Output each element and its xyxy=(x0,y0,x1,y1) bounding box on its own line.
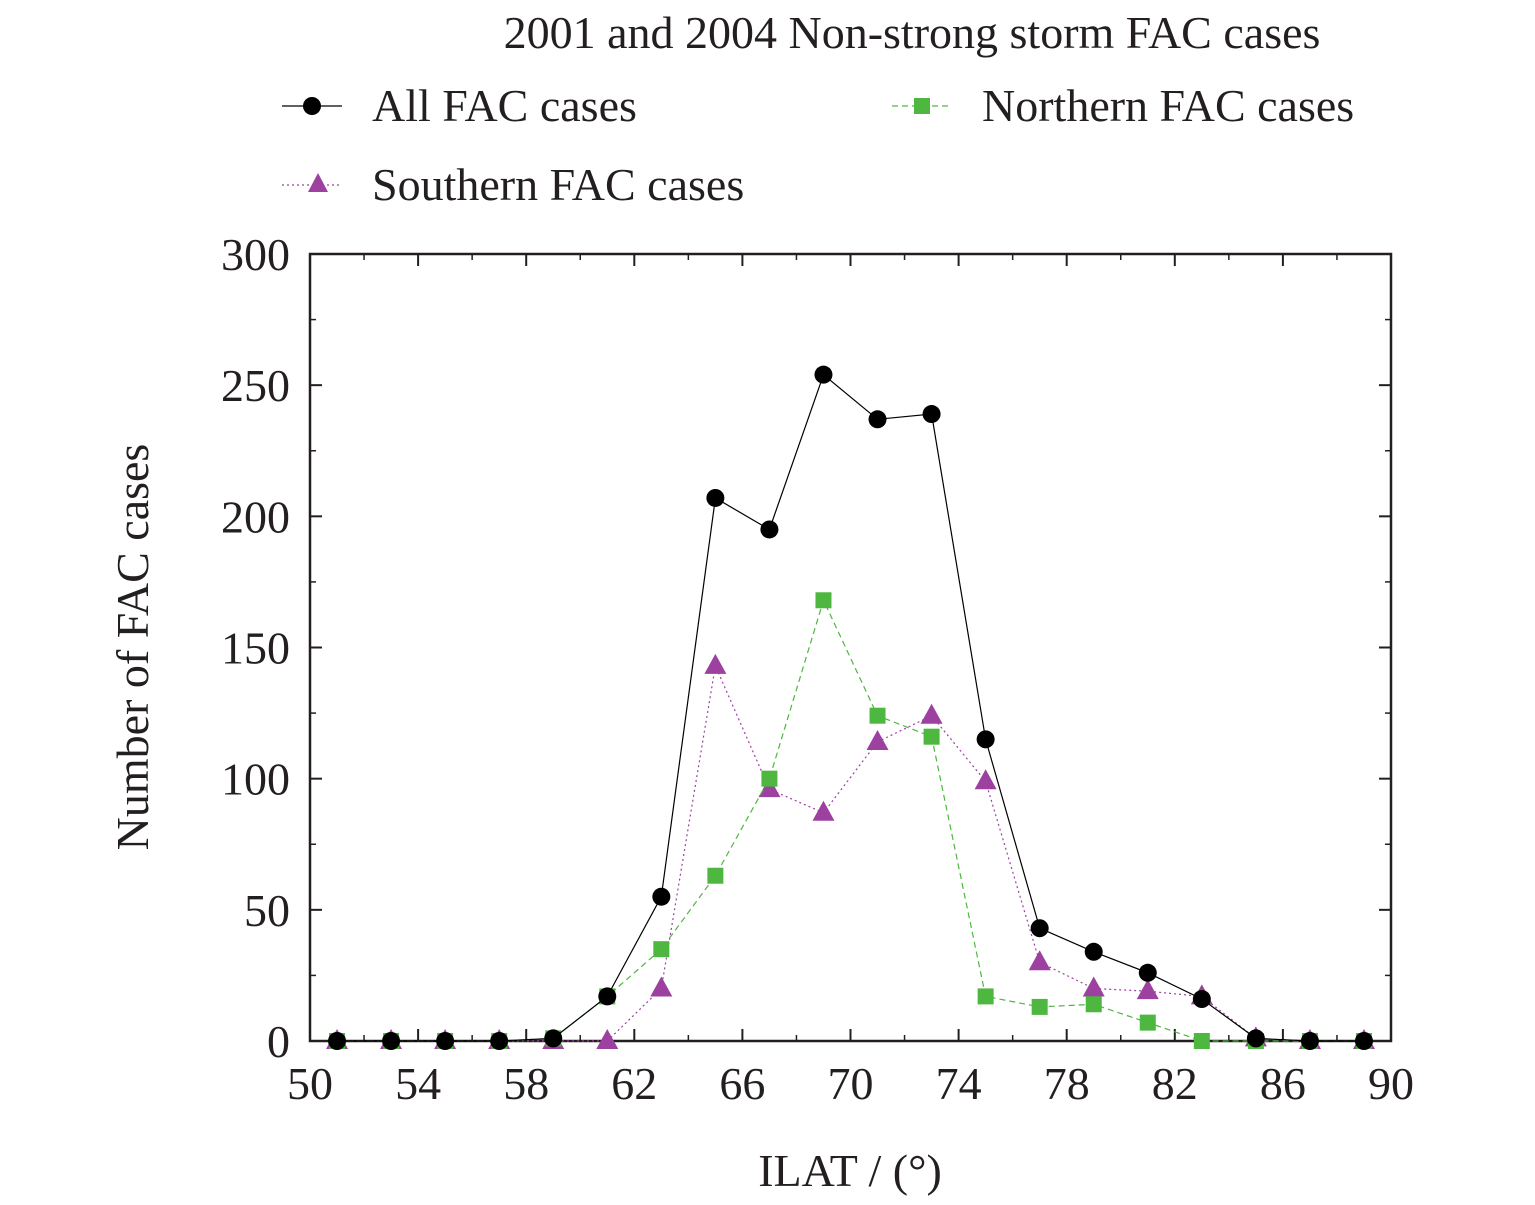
x-tick-label: 54 xyxy=(395,1058,441,1109)
plot-area xyxy=(308,252,1393,1043)
data-point-northern xyxy=(815,592,832,609)
data-point-northern xyxy=(1139,1014,1156,1031)
y-tick-label: 0 xyxy=(267,1016,290,1067)
x-tick-label: 90 xyxy=(1368,1058,1414,1109)
y-axis-ticks: 0 50 100 150 200 250 300 xyxy=(221,229,1391,1067)
series-line-southern xyxy=(337,663,1364,1042)
legend-label-all: All FAC cases xyxy=(372,80,637,131)
legend-marker-northern xyxy=(914,98,930,114)
data-point-northern xyxy=(1031,998,1048,1015)
data-point-all xyxy=(760,520,779,539)
data-point-southern xyxy=(704,653,727,674)
data-point-northern xyxy=(1085,996,1102,1013)
y-axis-label: Number of FAC cases xyxy=(107,444,158,851)
legend-item-northern: Northern FAC cases xyxy=(892,80,1354,131)
x-tick-label: 70 xyxy=(828,1058,874,1109)
data-point-northern xyxy=(977,988,994,1005)
y-tick-label: 250 xyxy=(221,360,290,411)
data-point-all xyxy=(1192,990,1211,1009)
data-point-all xyxy=(1030,919,1049,938)
data-point-all xyxy=(1246,1029,1265,1048)
data-point-southern xyxy=(758,777,781,798)
legend-label-northern: Northern FAC cases xyxy=(982,80,1354,131)
data-point-all xyxy=(1300,1032,1319,1050)
data-point-all xyxy=(1084,942,1103,961)
data-point-all xyxy=(868,410,887,429)
legend-label-southern: Southern FAC cases xyxy=(372,159,744,210)
data-point-southern xyxy=(1028,950,1051,971)
data-point-all xyxy=(1354,1032,1373,1050)
data-point-all xyxy=(976,730,995,749)
series-line-northern xyxy=(337,598,1364,1042)
series-line-all xyxy=(337,373,1364,1042)
data-point-northern xyxy=(653,941,670,958)
data-point-all xyxy=(814,365,833,384)
legend-item-southern: Southern FAC cases xyxy=(282,159,744,210)
series-all xyxy=(328,365,1373,1050)
data-point-all xyxy=(598,987,617,1006)
legend-marker-all xyxy=(303,97,321,115)
x-tick-label: 74 xyxy=(936,1058,982,1109)
y-tick-label: 150 xyxy=(221,623,290,674)
data-point-all xyxy=(328,1032,347,1050)
data-point-all xyxy=(1138,963,1157,982)
data-point-southern xyxy=(650,976,673,997)
data-point-northern xyxy=(707,867,724,884)
x-axis-ticks: 50 54 58 62 66 70 74 78 82 86 90 xyxy=(287,254,1414,1109)
data-point-all xyxy=(652,887,671,906)
y-tick-label: 100 xyxy=(221,754,290,805)
data-point-all xyxy=(382,1032,401,1050)
data-point-all xyxy=(922,405,941,424)
data-point-southern xyxy=(1136,979,1159,1000)
data-point-southern xyxy=(920,703,943,724)
series-southern xyxy=(326,653,1375,1049)
data-point-northern xyxy=(761,770,778,787)
y-tick-label: 300 xyxy=(221,229,290,280)
legend-item-all: All FAC cases xyxy=(282,80,637,131)
x-tick-label: 66 xyxy=(719,1058,765,1109)
x-tick-label: 62 xyxy=(611,1058,657,1109)
legend-marker-southern xyxy=(308,173,328,192)
data-point-northern xyxy=(1193,1033,1210,1049)
data-point-northern xyxy=(869,707,886,724)
data-point-all xyxy=(436,1032,455,1050)
data-point-northern xyxy=(923,728,940,745)
data-point-southern xyxy=(866,729,889,750)
x-tick-label: 78 xyxy=(1044,1058,1090,1109)
data-point-southern xyxy=(1082,976,1105,997)
x-tick-label: 50 xyxy=(287,1058,333,1109)
y-tick-label: 200 xyxy=(221,491,290,542)
y-tick-label: 50 xyxy=(244,885,290,936)
data-point-all xyxy=(490,1032,509,1050)
x-tick-label: 82 xyxy=(1152,1058,1198,1109)
series-layer xyxy=(326,365,1375,1050)
x-tick-label: 58 xyxy=(503,1058,549,1109)
data-point-southern xyxy=(974,769,997,790)
data-point-southern xyxy=(812,800,835,821)
legend: All FAC cases Northern FAC cases Souther… xyxy=(282,80,1354,210)
x-tick-label: 86 xyxy=(1260,1058,1306,1109)
x-axis-label: ILAT / (°) xyxy=(758,1145,942,1196)
data-point-southern xyxy=(596,1029,619,1049)
series-northern xyxy=(329,592,1372,1049)
chart-title: 2001 and 2004 Non-strong storm FAC cases xyxy=(504,7,1321,58)
data-point-all xyxy=(706,488,725,507)
data-point-all xyxy=(544,1029,563,1048)
